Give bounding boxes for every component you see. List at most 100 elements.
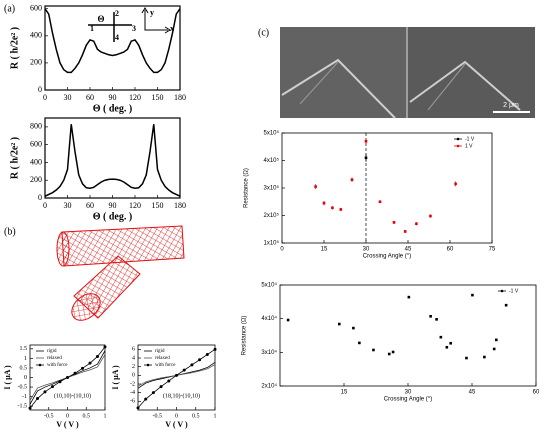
plot-frame xyxy=(281,132,493,244)
y-tick-label: 2x10⁴ xyxy=(261,383,277,390)
y-tick-label: 4x10⁵ xyxy=(264,157,280,164)
x-tick-label: 90 xyxy=(109,201,117,210)
y-tick-label: -1 xyxy=(22,394,27,400)
legend-label: relaxed xyxy=(47,356,62,361)
y-tick-label: 0 xyxy=(132,373,135,379)
y-axis-label: R ( h/2e² ) xyxy=(9,27,20,69)
x-tick-label: 45 xyxy=(469,390,476,396)
data-point xyxy=(167,379,171,383)
plot-frame xyxy=(279,284,537,387)
data-point xyxy=(495,338,498,342)
x-tick-label: 180 xyxy=(174,93,186,102)
annotation: 4 xyxy=(115,33,119,42)
y-axis-label: Resistance (Ω) xyxy=(242,316,248,356)
data-point xyxy=(182,368,186,372)
y-tick-label: 1 xyxy=(24,356,27,362)
y-tick-label: 0 xyxy=(38,85,42,94)
data-point xyxy=(286,318,290,322)
data-point xyxy=(504,303,508,307)
data-point xyxy=(378,200,382,204)
legend-marker xyxy=(146,363,150,367)
data-line xyxy=(44,8,181,74)
data-point xyxy=(103,345,107,349)
chart: 0 30 60 90 120 150 180 0 200 400 600 Θ ( deg. ) R ( … xyxy=(9,4,186,115)
data-point xyxy=(73,371,77,375)
electrode-cross xyxy=(88,12,132,42)
chart: 0 15 30 45 60 75 1x10⁵ 2x10⁵ 3x10⁵ 4x10⁵ 5x10⁵ Cros… xyxy=(244,130,496,260)
data-point xyxy=(175,373,178,377)
x-axis-label: V ( V ) xyxy=(165,420,188,429)
x-tick-label: 90 xyxy=(109,93,117,102)
x-tick-label: -0.5 xyxy=(153,413,163,419)
y-tick-label: -2 xyxy=(130,381,135,387)
data-point xyxy=(483,355,486,359)
data-point xyxy=(387,352,391,356)
data-point xyxy=(403,230,407,233)
x-tick-label: 75 xyxy=(489,247,496,253)
panel-label: (b) xyxy=(4,226,16,237)
x-tick-label: 45 xyxy=(405,247,412,253)
data-point xyxy=(144,397,148,401)
y-axis-label: I ( μA ) xyxy=(3,365,12,390)
x-tick-label: 30 xyxy=(64,93,72,102)
x-axis-label: Crossing Angle (°) xyxy=(384,397,432,403)
plot-frame xyxy=(44,117,181,199)
data-point xyxy=(58,380,62,384)
y-tick-label: 3x10⁴ xyxy=(261,349,277,356)
y-tick-label: 400 xyxy=(30,31,42,40)
x-tick-label: 0 xyxy=(66,413,69,419)
y-axis-label: I ( μA ) xyxy=(111,365,120,390)
data-line xyxy=(44,124,181,197)
data-point xyxy=(36,397,39,401)
x-tick-label: 0 xyxy=(43,201,47,210)
data-point xyxy=(28,406,32,410)
data-point xyxy=(88,361,92,365)
y-tick-label: 0 xyxy=(38,193,42,202)
data-point xyxy=(151,391,155,395)
data-point xyxy=(454,182,457,186)
data-point xyxy=(415,222,418,226)
plot-frame xyxy=(137,344,216,411)
annotation: 2 xyxy=(115,9,119,18)
data-point xyxy=(429,315,432,318)
x-tick-label: 150 xyxy=(152,93,164,102)
x-tick-label: 150 xyxy=(152,201,164,210)
legend-label: rigid xyxy=(155,349,165,354)
data-point xyxy=(364,156,368,160)
legend-label: -1 V xyxy=(465,136,475,142)
x-tick-label: 15 xyxy=(321,247,328,253)
chart: 15 30 45 60 2x10⁴ 3x10⁴ 4x10⁴ 5x10⁴ Crossing Ang… xyxy=(242,282,540,403)
legend-marker xyxy=(500,289,504,293)
annotation: Θ xyxy=(97,14,104,24)
data-point xyxy=(372,348,375,352)
y-tick-label: 200 xyxy=(30,175,42,184)
x-tick-label: 30 xyxy=(64,201,72,210)
x-tick-label: 15 xyxy=(341,390,348,396)
annotation: x xyxy=(170,24,174,33)
legend-marker xyxy=(38,363,42,367)
x-tick-label: 60 xyxy=(86,93,94,102)
data-point xyxy=(364,139,368,143)
legend-marker xyxy=(456,137,460,141)
x-tick-label: 120 xyxy=(129,201,141,210)
data-point xyxy=(51,385,54,389)
data-point xyxy=(331,206,334,210)
data-point xyxy=(198,358,202,362)
annotation: (18,10)-(10,10) xyxy=(163,392,200,399)
data-point xyxy=(445,345,449,349)
x-tick-label: 1 xyxy=(214,413,217,419)
y-tick-label: 600 xyxy=(30,139,42,148)
nanotube-render xyxy=(56,225,185,321)
data-point xyxy=(350,178,354,182)
y-tick-label: -0.5 xyxy=(18,384,28,390)
x-axis-label: V ( V ) xyxy=(56,420,79,429)
axis-arrows xyxy=(141,7,171,34)
data-point xyxy=(392,221,396,224)
data-point xyxy=(43,390,47,394)
x-tick-label: 1 xyxy=(104,413,107,419)
data-point xyxy=(322,201,326,205)
legend-label: rigid xyxy=(47,349,57,354)
y-tick-label: -6 xyxy=(130,399,135,405)
panel-label: (c) xyxy=(258,27,269,38)
